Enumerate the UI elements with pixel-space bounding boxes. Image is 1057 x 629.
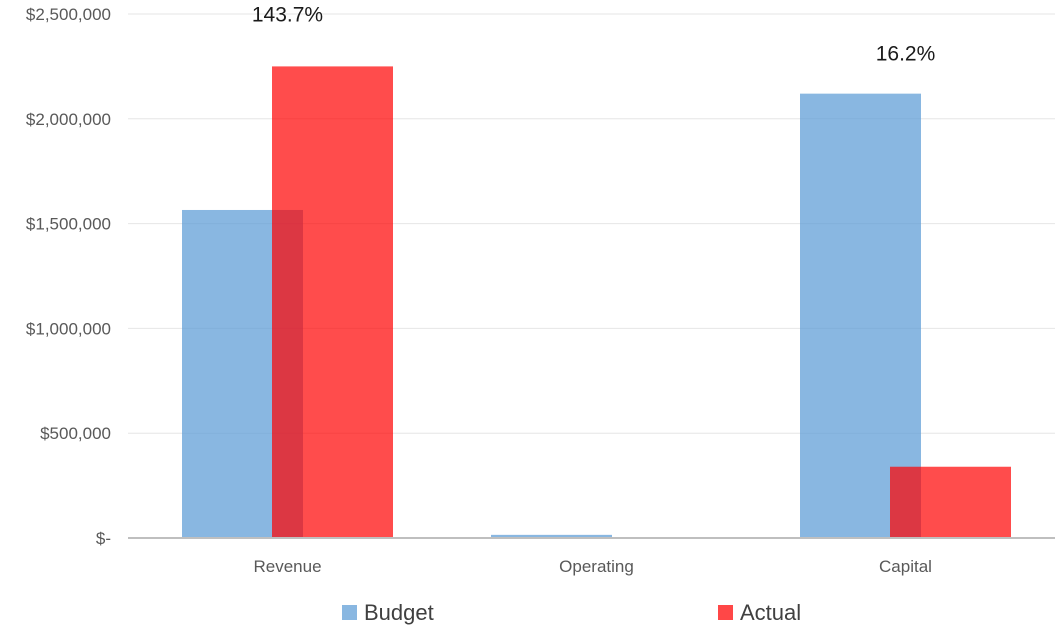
x-category-label-capital: Capital <box>879 557 932 576</box>
bar-actual-revenue <box>272 66 393 539</box>
legend-label-budget: Budget <box>364 600 434 625</box>
y-tick-label-0: $- <box>96 529 111 548</box>
y-tick-label-1500000: $1,500,000 <box>26 215 111 234</box>
legend-swatch-budget <box>342 605 357 620</box>
y-tick-label-1000000: $1,000,000 <box>26 319 111 338</box>
legend-label-actual: Actual <box>740 600 801 625</box>
data-labels: 143.7% 16.2% <box>252 3 935 65</box>
data-label-capital: 16.2% <box>876 43 936 66</box>
x-category-label-revenue: Revenue <box>253 557 321 576</box>
y-tick-label-500000: $500,000 <box>40 424 111 443</box>
bar-budget-operating <box>491 534 612 538</box>
data-label-revenue: 143.7% <box>252 3 323 26</box>
y-tick-label-2000000: $2,000,000 <box>26 110 111 129</box>
x-axis-category-labels: Revenue Operating Capital <box>253 557 931 576</box>
y-tick-label-2500000: $2,500,000 <box>26 5 111 24</box>
legend: Budget Actual <box>342 600 801 625</box>
bar-actual-capital <box>890 466 1011 538</box>
bar-budget-capital <box>800 93 921 538</box>
legend-swatch-actual <box>718 605 733 620</box>
y-axis-tick-labels: $- $500,000 $1,000,000 $1,500,000 $2,000,000… <box>26 5 111 548</box>
x-category-label-operating: Operating <box>559 557 634 576</box>
bars <box>182 66 1011 539</box>
